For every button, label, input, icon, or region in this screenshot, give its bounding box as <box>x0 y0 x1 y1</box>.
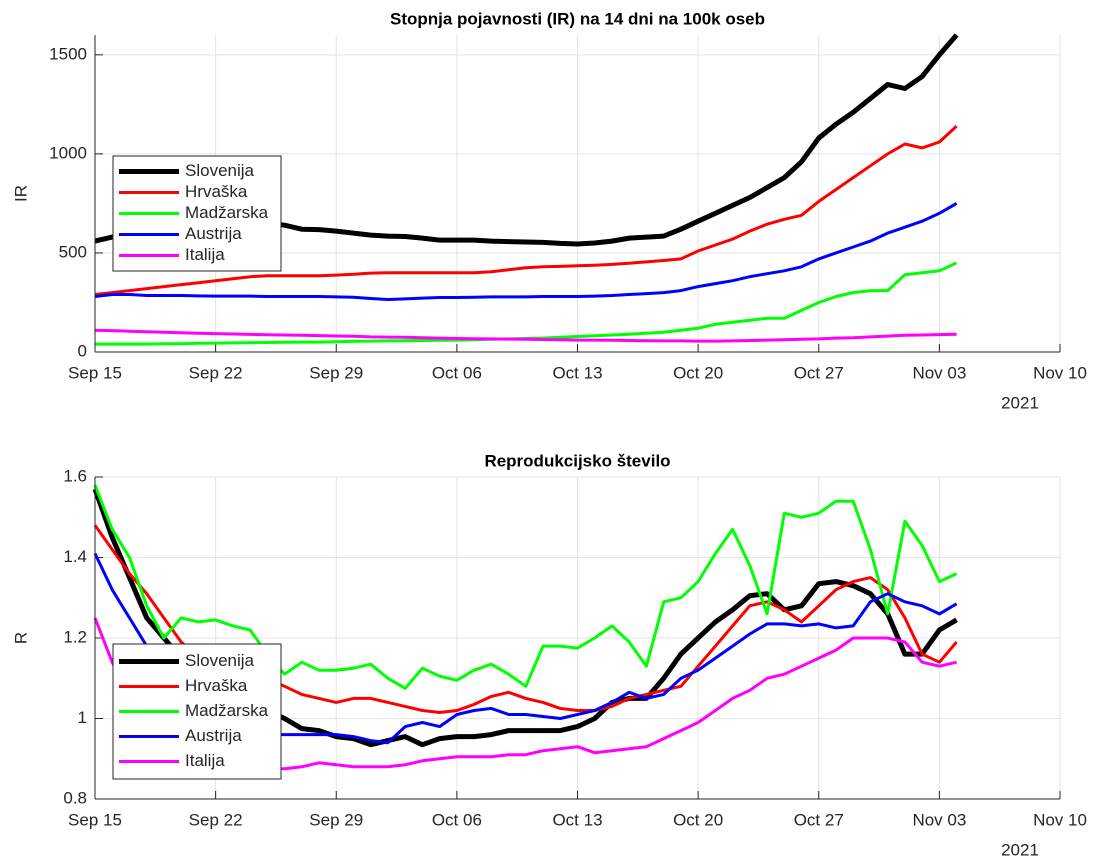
x-tick-label: Oct 20 <box>673 363 723 382</box>
legend: Slovenija Hrvaška Madžarska Austrija Italija <box>112 155 282 272</box>
legend-label: Slovenija <box>185 651 255 670</box>
y-tick-label: 1.4 <box>63 547 87 566</box>
x-tick-label: Oct 20 <box>673 810 723 829</box>
x-tick-label: Oct 06 <box>432 810 482 829</box>
series-line <box>93 484 958 690</box>
chart-title: Reprodukcijsko število <box>484 451 670 470</box>
y-tick-label: 0.8 <box>63 788 87 807</box>
legend-label: Austrija <box>185 224 242 243</box>
legend-label: Hrvaška <box>185 676 248 695</box>
x-tick-label: Nov 03 <box>912 810 966 829</box>
y-tick-label: 1.2 <box>63 627 87 646</box>
y-tick-label: 1500 <box>49 44 87 63</box>
legend-label: Hrvaška <box>185 182 248 201</box>
series-line <box>94 124 958 296</box>
y-tick-label: 0 <box>78 341 87 360</box>
x-year-label: 2021 <box>1001 393 1039 412</box>
x-tick-label: Oct 13 <box>552 810 602 829</box>
legend-label: Austrija <box>185 726 242 745</box>
x-tick-label: Oct 27 <box>794 363 844 382</box>
series-line <box>94 202 958 301</box>
y-tick-label: 1000 <box>49 143 87 162</box>
x-tick-label: Oct 27 <box>794 810 844 829</box>
x-tick-label: Sep 22 <box>189 810 243 829</box>
x-tick-label: Oct 13 <box>552 363 602 382</box>
legend-label: Italija <box>185 751 225 770</box>
x-tick-label: Sep 22 <box>189 363 243 382</box>
y-tick-label: 500 <box>59 242 87 261</box>
chart-panel: Stopnja pojavnosti (IR) na 14 dni na 100… <box>11 9 1086 412</box>
legend: Slovenija Hrvaška Madžarska Austrija Italija <box>112 643 282 780</box>
legend-label: Italija <box>185 245 225 264</box>
legend-label: Slovenija <box>185 161 255 180</box>
y-tick-label: 1.6 <box>63 466 87 485</box>
series-line <box>95 261 958 346</box>
x-tick-label: Sep 29 <box>309 363 363 382</box>
x-tick-label: Nov 10 <box>1033 810 1087 829</box>
x-year-label: 2021 <box>1001 840 1039 859</box>
legend-label: Madžarska <box>185 701 269 720</box>
y-axis-label: IR <box>11 185 30 202</box>
x-tick-label: Sep 15 <box>68 363 122 382</box>
x-tick-label: Nov 03 <box>912 363 966 382</box>
y-axis-label: R <box>11 632 30 644</box>
x-tick-label: Sep 15 <box>68 810 122 829</box>
legend-label: Madžarska <box>185 203 269 222</box>
x-tick-label: Oct 06 <box>432 363 482 382</box>
x-tick-label: Sep 29 <box>309 810 363 829</box>
y-tick-label: 1 <box>78 708 87 727</box>
x-tick-label: Nov 10 <box>1033 363 1087 382</box>
chart-title: Stopnja pojavnosti (IR) na 14 dni na 100… <box>390 9 765 28</box>
series-line <box>94 328 957 343</box>
